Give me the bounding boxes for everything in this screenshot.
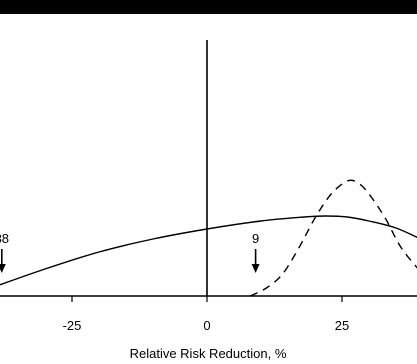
top-black-bar — [0, 0, 417, 14]
solid-curve — [0, 215, 417, 286]
annotation-label: 38 — [0, 231, 9, 246]
x-tick-label: -25 — [63, 318, 82, 333]
annotation-marks: 3894159 — [0, 231, 260, 273]
x-tick-label: 25 — [335, 318, 349, 333]
annotation-label: 9 — [252, 231, 259, 246]
axes: -50-2502550 — [0, 40, 417, 333]
annotation-arrow-head — [251, 264, 260, 273]
curves — [0, 179, 417, 297]
x-tick-label: 0 — [203, 318, 210, 333]
x-axis-label: Relative Risk Reduction, % — [130, 346, 287, 361]
dashed-curve — [249, 179, 417, 297]
annotation-arrow-head — [0, 264, 6, 273]
